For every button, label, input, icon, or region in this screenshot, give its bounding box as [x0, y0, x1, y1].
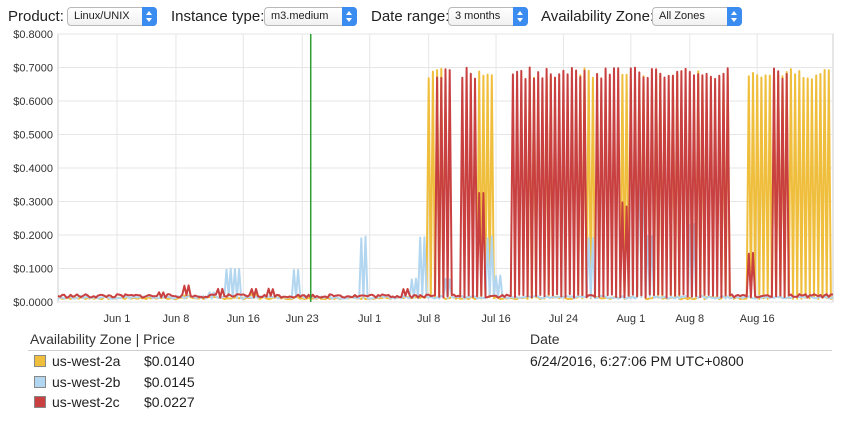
select-arrows-icon [142, 7, 157, 26]
product-select-value: Linux/UNIX [74, 10, 130, 22]
y-tick-label: $0.6000 [13, 96, 53, 108]
legend-zone: us-west-2b [52, 374, 121, 390]
x-tick-label: Jul 8 [417, 313, 440, 325]
y-tick-label: $0.1000 [13, 264, 53, 276]
y-tick-label: $0.3000 [13, 197, 53, 209]
y-tick-label: $0.2000 [13, 230, 53, 242]
availability-zone-select[interactable]: All Zones [652, 7, 742, 26]
instance-type-label: Instance type: [171, 8, 265, 25]
instance-type-select[interactable]: m3.medium [264, 7, 357, 26]
legend-row-us-west-2b: us-west-2b $0.0145 [34, 374, 334, 392]
x-tick-label: Jul 24 [549, 313, 578, 325]
y-tick-label: $0.4000 [13, 163, 53, 175]
series-us-west-2b [57, 142, 834, 300]
legend-az-header: Availability Zone | Price [30, 331, 175, 347]
product-label: Product: [8, 8, 64, 25]
product-select[interactable]: Linux/UNIX [67, 7, 157, 26]
legend-zone: us-west-2c [52, 394, 120, 410]
legend-divider [28, 350, 832, 351]
instance-type-select-value: m3.medium [271, 10, 329, 22]
x-tick-label: Jun 16 [227, 313, 260, 325]
y-tick-label: $0.8000 [13, 29, 53, 41]
price-history-chart[interactable]: $0.8000 $0.7000 $0.6000 $0.5000 $0.4000 $0.30… [0, 28, 846, 328]
legend-price: $0.0227 [144, 394, 195, 410]
y-tick-label: $0.0000 [13, 297, 53, 309]
availability-zone-select-value: All Zones [659, 10, 705, 22]
date-range-select[interactable]: 3 months [448, 7, 528, 26]
x-tick-label: Jun 1 [104, 313, 131, 325]
date-range-label: Date range: [371, 8, 450, 25]
x-tick-label: Aug 16 [740, 313, 775, 325]
legend-row-us-west-2c: us-west-2c $0.0227 [34, 394, 334, 412]
x-tick-label: Aug 8 [675, 313, 704, 325]
series-us-west-2c [57, 66, 834, 299]
legend-swatch [34, 355, 46, 367]
legend-date-value: 6/24/2016, 6:27:06 PM UTC+0800 [530, 353, 744, 369]
legend-row-us-west-2a: us-west-2a $0.0140 [34, 353, 334, 371]
date-range-select-value: 3 months [455, 10, 501, 22]
toolbar: Product: Linux/UNIX Instance type: m3.me… [0, 5, 846, 29]
y-tick-label: $0.7000 [13, 63, 53, 75]
availability-zone-label: Availability Zone: [541, 8, 655, 25]
select-arrows-icon [513, 7, 528, 26]
x-tick-label: Jul 1 [358, 313, 381, 325]
legend-price: $0.0145 [144, 374, 195, 390]
x-tick-label: Jun 23 [286, 313, 319, 325]
legend-swatch [34, 396, 46, 408]
x-tick-label: Jul 16 [481, 313, 510, 325]
legend-swatch [34, 376, 46, 388]
select-arrows-icon [727, 7, 742, 26]
legend-date-header: Date [530, 331, 560, 347]
x-tick-label: Aug 1 [616, 313, 645, 325]
x-tick-label: Jun 8 [162, 313, 189, 325]
y-tick-label: $0.5000 [13, 130, 53, 142]
legend-price: $0.0140 [144, 353, 195, 369]
select-arrows-icon [342, 7, 357, 26]
legend-zone: us-west-2a [52, 353, 121, 369]
